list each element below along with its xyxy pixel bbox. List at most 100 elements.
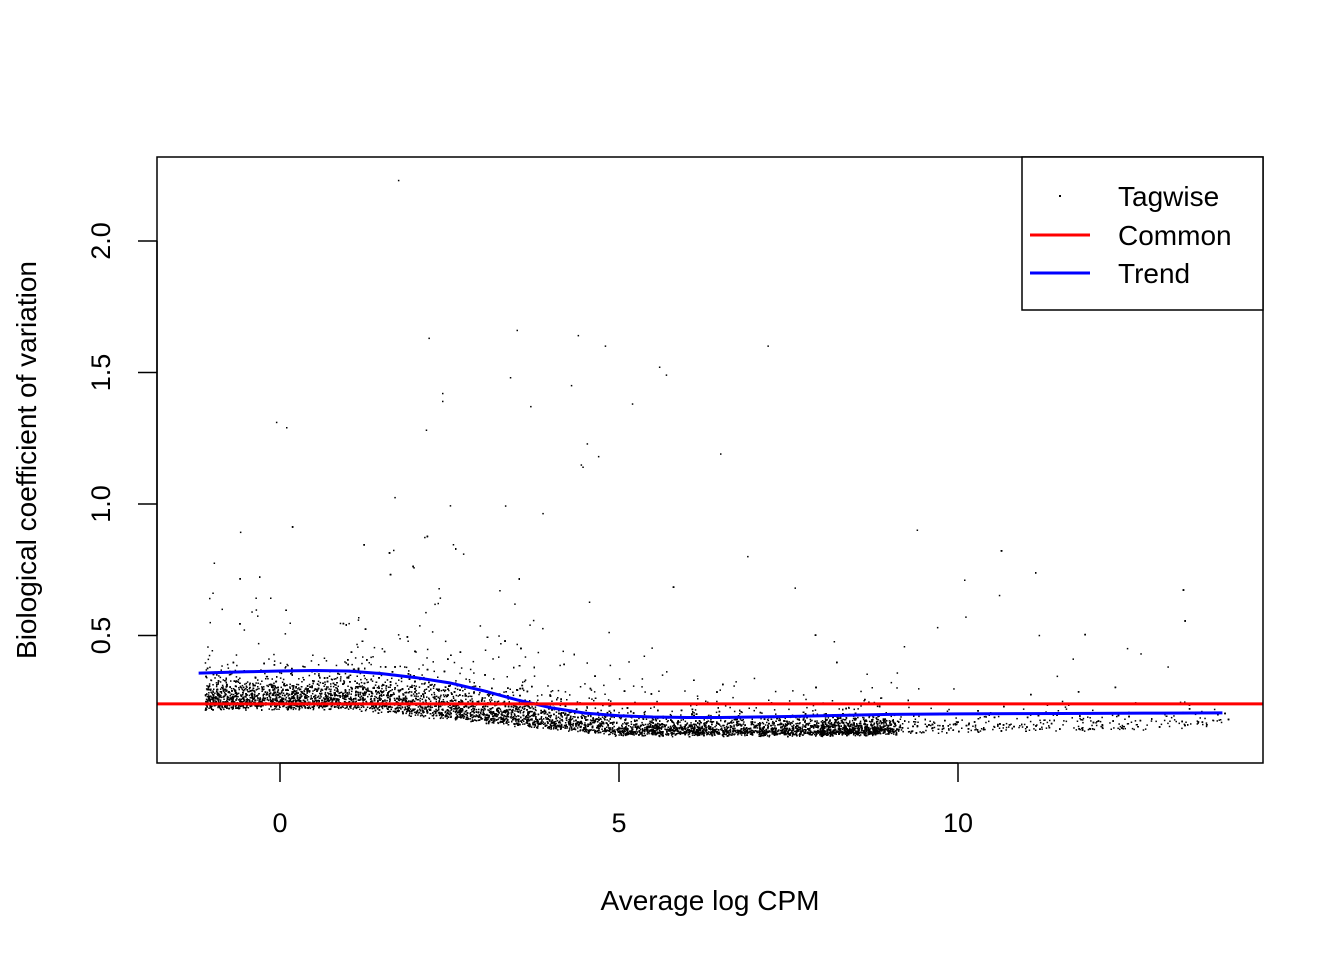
tagwise-point: [688, 733, 691, 735]
tagwise-point: [571, 724, 573, 726]
tagwise-point: [426, 696, 428, 698]
tagwise-point: [220, 692, 223, 694]
tagwise-point: [470, 705, 473, 707]
tagwise-point: [411, 686, 413, 688]
tagwise-point: [499, 590, 501, 592]
tagwise-point: [930, 707, 932, 710]
tagwise-point: [323, 700, 326, 703]
tagwise-point: [216, 698, 218, 701]
tagwise-point: [345, 698, 347, 701]
tagwise-point: [564, 724, 566, 727]
tagwise-point: [279, 699, 282, 701]
tagwise-point: [473, 672, 475, 674]
tagwise-point: [671, 735, 674, 738]
tagwise-point: [244, 695, 246, 698]
tagwise-point: [792, 720, 794, 723]
tagwise-point: [410, 691, 413, 693]
tagwise-point: [762, 731, 764, 733]
tagwise-point: [312, 682, 314, 685]
tagwise-point: [230, 687, 233, 690]
tagwise-point: [893, 731, 895, 733]
tagwise-point: [299, 694, 301, 696]
tagwise-point: [783, 728, 785, 730]
tagwise-point: [581, 714, 583, 716]
tagwise-point: [746, 728, 749, 731]
tagwise-point: [505, 722, 507, 724]
tagwise-point: [521, 706, 524, 708]
tagwise-point: [805, 723, 808, 725]
tagwise-point: [444, 640, 447, 643]
tagwise-point: [550, 725, 553, 727]
tagwise-point: [872, 731, 874, 733]
tagwise-point: [244, 683, 246, 685]
tagwise-point: [523, 705, 525, 708]
tagwise-point: [496, 701, 499, 703]
tagwise-point: [836, 722, 839, 724]
tagwise-point: [603, 730, 605, 732]
tagwise-point: [1010, 723, 1012, 725]
tagwise-point: [261, 701, 263, 703]
tagwise-point: [466, 716, 469, 718]
tagwise-point: [484, 697, 486, 699]
tagwise-point: [284, 667, 286, 669]
tagwise-point: [300, 693, 302, 695]
tagwise-point: [997, 725, 999, 727]
tagwise-point: [895, 724, 897, 727]
tagwise-point: [612, 732, 614, 735]
tagwise-point: [411, 701, 414, 703]
tagwise-point: [661, 674, 664, 676]
tagwise-point: [518, 718, 520, 720]
tagwise-point: [885, 723, 887, 725]
tagwise-point: [723, 724, 725, 727]
tagwise-point: [545, 711, 547, 714]
tagwise-point: [432, 661, 434, 663]
tagwise-point: [835, 724, 837, 727]
tagwise-point: [651, 647, 653, 649]
tagwise-point: [250, 693, 252, 695]
tagwise-point: [225, 679, 227, 681]
tagwise-point: [211, 692, 213, 694]
tagwise-point: [268, 708, 270, 710]
tagwise-point: [467, 695, 469, 698]
tagwise-point: [450, 715, 452, 718]
tagwise-point: [493, 713, 496, 715]
tagwise-point: [1175, 720, 1177, 723]
tagwise-point: [532, 721, 534, 724]
tagwise-point: [474, 706, 476, 708]
tagwise-point: [325, 688, 327, 691]
tagwise-point: [536, 720, 538, 722]
tagwise-point: [785, 727, 787, 730]
tagwise-point: [760, 718, 762, 720]
tagwise-point: [594, 718, 597, 721]
tagwise-point: [228, 674, 231, 676]
tagwise-point: [955, 724, 957, 726]
tagwise-point: [632, 731, 635, 733]
tagwise-point: [210, 696, 212, 698]
tagwise-point: [421, 698, 424, 701]
tagwise-point: [343, 700, 346, 703]
tagwise-point: [708, 714, 710, 717]
tagwise-point: [801, 728, 803, 730]
tagwise-point: [219, 699, 222, 701]
tagwise-point: [336, 676, 339, 679]
tagwise-point: [759, 722, 762, 725]
tagwise-point: [367, 687, 369, 689]
tagwise-point: [597, 720, 599, 723]
tagwise-point: [855, 725, 858, 728]
tagwise-point: [380, 674, 383, 677]
tagwise-point: [234, 705, 237, 707]
tagwise-point: [681, 732, 683, 735]
tagwise-point: [551, 700, 553, 702]
tagwise-point: [442, 699, 445, 701]
tagwise-point: [279, 693, 282, 695]
tagwise-point: [512, 704, 515, 707]
tagwise-point: [421, 674, 423, 676]
tagwise-point: [518, 708, 520, 711]
tagwise-point: [550, 715, 552, 717]
tagwise-point: [766, 718, 769, 721]
tagwise-point: [863, 700, 865, 702]
tagwise-point: [488, 694, 490, 697]
tagwise-point: [211, 650, 214, 652]
tagwise-point: [457, 711, 459, 713]
tagwise-point: [558, 725, 560, 727]
